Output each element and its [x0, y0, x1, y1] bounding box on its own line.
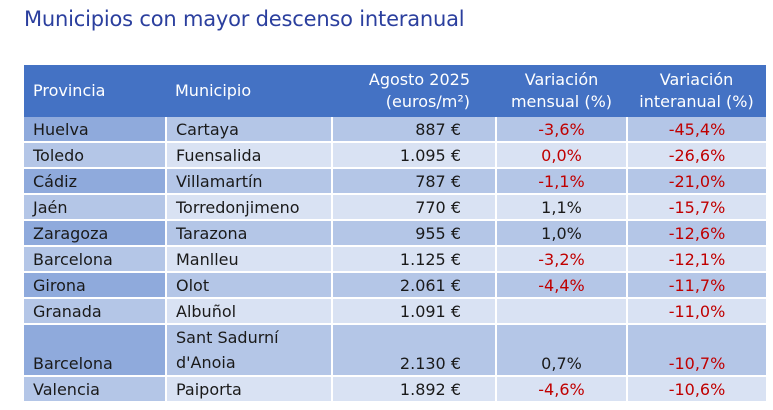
- cell-mensual: [496, 298, 628, 325]
- cell-precio: 1.091 €: [332, 298, 497, 325]
- header-mensual: Variación mensual (%): [496, 65, 627, 117]
- cell-interanual: -21,0%: [627, 168, 766, 195]
- cell-interanual: -15,7%: [627, 194, 766, 221]
- table-row: Cádiz Villamartín 787 € -1,1% -21,0%: [24, 168, 766, 195]
- header-interanual-line1: Variación: [659, 70, 734, 89]
- cell-interanual: -11,7%: [627, 272, 766, 299]
- header-precio-line2: (euros/m²): [385, 92, 470, 111]
- cell-mensual: 1,0%: [496, 220, 628, 247]
- cell-municipio: Cartaya: [166, 117, 333, 143]
- cell-interanual: -10,7%: [627, 324, 766, 377]
- cell-mensual: -4,6%: [496, 376, 628, 403]
- table-row: Zaragoza Tarazona 955 €1,0% -12,6%: [24, 220, 766, 247]
- table-row: Valencia Paiporta 1.892 € -4,6% -10,6%: [24, 376, 766, 403]
- cell-precio: 887 €: [332, 117, 497, 143]
- cell-municipio: Villamartín: [166, 168, 333, 195]
- cell-precio: 1.125 €: [332, 246, 497, 273]
- cell-precio: 2.061 €: [332, 272, 497, 299]
- cell-mensual: -3,2%: [496, 246, 628, 273]
- cell-provincia: Granada: [24, 298, 167, 325]
- cell-precio: 2.130 €: [332, 324, 497, 377]
- header-provincia: Provincia: [24, 65, 166, 117]
- cell-mensual: -1,1%: [496, 168, 628, 195]
- cell-provincia: Toledo: [24, 142, 167, 169]
- cell-mensual: -4,4%: [496, 272, 628, 299]
- header-municipio: Municipio: [166, 65, 332, 117]
- cell-municipio: Manlleu: [166, 246, 333, 273]
- cell-municipio: Tarazona: [166, 220, 333, 247]
- cell-provincia: Zaragoza: [24, 220, 167, 247]
- header-precio: Agosto 2025 (euros/m²): [332, 65, 496, 117]
- cell-municipio: Olot: [166, 272, 333, 299]
- cell-municipio: Fuensalida: [166, 142, 333, 169]
- table-row: Jaén Torredonjimeno 770 €1,1% -15,7%: [24, 194, 766, 221]
- header-precio-line1: Agosto 2025: [368, 70, 470, 89]
- cell-mensual: 1,1%: [496, 194, 628, 221]
- cell-precio: 787 €: [332, 168, 497, 195]
- cell-municipio: Paiporta: [166, 376, 333, 403]
- header-mensual-line1: Variación: [524, 70, 599, 89]
- cell-interanual: -11,0%: [627, 298, 766, 325]
- cell-interanual: -10,6%: [627, 376, 766, 403]
- cell-mensual: -3,6%: [496, 117, 628, 143]
- cell-precio: 955 €: [332, 220, 497, 247]
- cell-provincia: Valencia: [24, 376, 167, 403]
- header-provincia-label: Provincia: [33, 81, 106, 100]
- table-row: Huelva Cartaya 887 € -3,6% -45,4%: [24, 117, 766, 143]
- cell-municipio: Sant Sadurní d'Anoia: [166, 324, 333, 377]
- cell-precio: 770 €: [332, 194, 497, 221]
- header-mensual-line2: mensual (%): [510, 92, 613, 111]
- cell-precio: 1.892 €: [332, 376, 497, 403]
- header-municipio-label: Municipio: [175, 81, 252, 100]
- cell-provincia: Barcelona: [24, 324, 167, 377]
- table-body: Huelva Cartaya 887 € -3,6% -45,4% Toledo Fuens…: [24, 117, 766, 403]
- cell-interanual: -45,4%: [627, 117, 766, 143]
- cell-provincia: Cádiz: [24, 168, 167, 195]
- cell-mensual: 0,0%: [496, 142, 628, 169]
- table-row: Granada Albuñol 1.091 € -11,0%: [24, 298, 766, 325]
- cell-interanual: -26,6%: [627, 142, 766, 169]
- cell-provincia: Barcelona: [24, 246, 167, 273]
- cell-precio: 1.095 €: [332, 142, 497, 169]
- page-title: Municipios con mayor descenso interanual: [24, 7, 465, 31]
- municipios-table: Provincia Municipio Agosto 2025 (euros/m…: [24, 65, 766, 403]
- cell-provincia: Huelva: [24, 117, 167, 143]
- header-interanual-line2: interanual (%): [639, 92, 754, 111]
- cell-interanual: -12,1%: [627, 246, 766, 273]
- cell-provincia: Jaén: [24, 194, 167, 221]
- cell-mensual: 0,7%: [496, 324, 628, 377]
- table-row: Girona Olot 2.061 € -4,4% -11,7%: [24, 272, 766, 299]
- cell-municipio: Albuñol: [166, 298, 333, 325]
- cell-municipio: Torredonjimeno: [166, 194, 333, 221]
- cell-provincia: Girona: [24, 272, 167, 299]
- cell-interanual: -12,6%: [627, 220, 766, 247]
- table-row: Barcelona Manlleu 1.125 € -3,2% -12,1%: [24, 246, 766, 273]
- table-row: Barcelona Sant Sadurní d'Anoia 2.130 €0,7%…: [24, 324, 766, 377]
- table-row: Toledo Fuensalida 1.095 €0,0% -26,6%: [24, 142, 766, 169]
- table-header-row: Provincia Municipio Agosto 2025 (euros/m…: [24, 65, 766, 117]
- header-interanual: Variación interanual (%): [627, 65, 766, 117]
